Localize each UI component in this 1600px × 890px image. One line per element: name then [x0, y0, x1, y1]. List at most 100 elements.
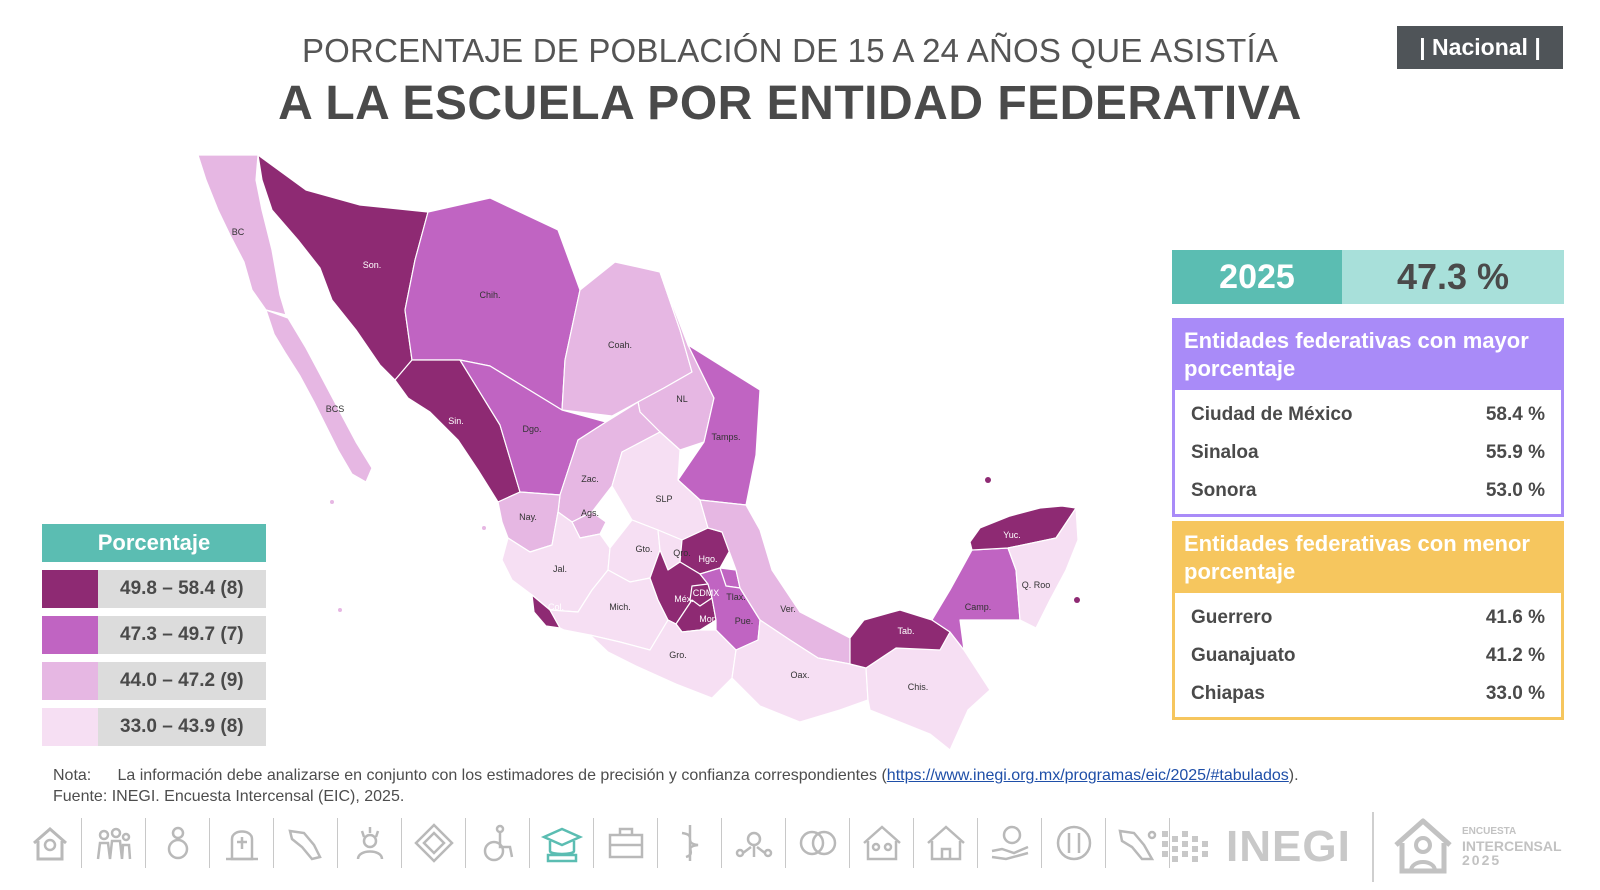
state-label: Gro.: [669, 650, 687, 660]
state-label: Oax.: [790, 670, 809, 680]
legend-label: 47.3 – 49.7 (7): [120, 624, 244, 645]
house-icon: [18, 818, 82, 868]
topic-icon-bar: [18, 818, 1170, 868]
summary-year: 2025: [1172, 250, 1342, 304]
legend-swatch: [42, 570, 98, 608]
entity-value: 41.6 %: [1485, 607, 1545, 628]
state-shape: [1007, 507, 1079, 629]
legend-label: 44.0 – 47.2 (9): [120, 670, 244, 691]
inegi-logo: INEGI: [1160, 822, 1351, 872]
legend-item: 44.0 – 47.2 (9): [42, 662, 266, 700]
location-icon: [722, 818, 786, 868]
ranking-row: Sonora 53.0 %: [1175, 472, 1561, 510]
legend-swatch: [42, 616, 98, 654]
bottom-entities-title: Entidades federativas con menor porcenta…: [1172, 521, 1564, 593]
tombstone-icon: [210, 818, 274, 868]
state-label: CDMX: [693, 588, 720, 598]
mexico-choropleth-map: BC BCS Son. Chih. Coah. NL Tamps. Sin. Dgo. Zac. S…: [197, 154, 1080, 750]
state-label: Gto.: [635, 544, 652, 554]
eic-line-3: 2025: [1462, 852, 1502, 868]
entity-name: Sonora: [1191, 480, 1257, 501]
ranking-row: Chiapas 33.0 %: [1175, 675, 1561, 713]
entity-name: Guerrero: [1191, 607, 1273, 628]
state-label: Jal.: [553, 564, 567, 574]
state-shape: [197, 154, 287, 316]
island-shape: [1074, 597, 1080, 603]
encuesta-intercensal-logo: ENCUESTA INTERCENSAL 2025: [1390, 815, 1562, 877]
map-people-icon: [1106, 818, 1170, 868]
nota-line: Nota: La información debe analizarse en …: [53, 765, 1299, 786]
inegi-dots-icon: [1162, 831, 1208, 862]
household-icon: [850, 818, 914, 868]
top-entities-title: Entidades federativas con mayor porcenta…: [1172, 318, 1564, 390]
state-label: Coah.: [608, 340, 632, 350]
state-label: Dgo.: [522, 424, 541, 434]
state-label: Camp.: [965, 602, 992, 612]
legend-title: Porcentaje: [42, 524, 266, 562]
state-label: NL: [676, 394, 688, 404]
state-shape: [849, 609, 951, 669]
health-icon: [658, 818, 722, 868]
notes: Nota: La información debe analizarse en …: [53, 765, 1299, 807]
island-shape: [985, 477, 991, 483]
ranking-row: Sinaloa 55.9 %: [1175, 434, 1561, 472]
ethnic-pattern-icon: [402, 818, 466, 868]
entity-value: 55.9 %: [1485, 442, 1545, 463]
state-label: Col.: [548, 602, 564, 612]
state-label: Sin.: [448, 416, 464, 426]
state-label: Chih.: [479, 290, 500, 300]
entity-value: 41.2 %: [1485, 645, 1545, 666]
eic-line-2: INTERCENSAL: [1462, 838, 1562, 854]
entity-value: 58.4 %: [1485, 404, 1545, 425]
state-label: Mich.: [609, 602, 631, 612]
ranking-row: Guerrero 41.6 %: [1175, 599, 1561, 637]
island-shape: [330, 500, 334, 504]
island-shape: [482, 526, 486, 530]
state-label: Son.: [363, 260, 382, 270]
state-label: Pue.: [735, 616, 754, 626]
fuente-text: INEGI. Encuesta Intercensal (EIC), 2025.: [111, 788, 405, 805]
scope-badge: | Nacional |: [1397, 26, 1563, 69]
state-shape: [531, 594, 561, 629]
state-label: Zac.: [581, 474, 599, 484]
ranking-row: Ciudad de México 58.4 %: [1175, 396, 1561, 434]
national-value: 47.3 %: [1342, 250, 1564, 304]
fuente-label: Fuente:: [53, 788, 108, 805]
ranking-row: Guanajuato 41.2 %: [1175, 637, 1561, 675]
eic-house-icon: [1394, 818, 1452, 874]
state-label: Tamps.: [711, 432, 740, 442]
legend-swatch: [42, 662, 98, 700]
state-label: Nay.: [519, 512, 537, 522]
state-label: Mor.: [699, 614, 717, 624]
entity-name: Ciudad de México: [1191, 404, 1353, 425]
fuente-line: Fuente: INEGI. Encuesta Intercensal (EIC…: [53, 786, 1299, 807]
home-icon: [914, 818, 978, 868]
legend-swatch: [42, 708, 98, 746]
legend-label: 49.8 – 58.4 (8): [120, 578, 244, 599]
disability-icon: [466, 818, 530, 868]
nota-end: ).: [1288, 767, 1299, 784]
money-hand-icon: [978, 818, 1042, 868]
state-shape: [589, 619, 737, 699]
entity-name: Sinaloa: [1191, 442, 1259, 463]
top-entities-box: Entidades federativas con mayor porcenta…: [1172, 318, 1564, 517]
entity-value: 33.0 %: [1485, 683, 1545, 704]
state-label: Hgo.: [698, 554, 717, 564]
legend-item: 49.8 – 58.4 (8): [42, 570, 266, 608]
state-label: BC: [232, 227, 245, 237]
state-shape: [257, 154, 429, 381]
tabulados-link[interactable]: https://www.inegi.org.mx/programas/eic/2…: [886, 767, 1289, 784]
state-label: Qro.: [673, 548, 691, 558]
legend-label: 33.0 – 43.9 (8): [120, 716, 244, 737]
migration-icon: [274, 818, 338, 868]
legend-item: 47.3 – 49.7 (7): [42, 616, 266, 654]
state-label: Q. Roo: [1022, 580, 1051, 590]
state-label: Tlax.: [726, 592, 746, 602]
state-label: SLP: [655, 494, 672, 504]
baby-icon: [146, 818, 210, 868]
work-icon: [594, 818, 658, 868]
marriage-rings-icon: [786, 818, 850, 868]
indigenous-icon: [338, 818, 402, 868]
family-icon: [82, 818, 146, 868]
legend: Porcentaje 49.8 – 58.4 (8) 47.3 – 49.7 (7…: [42, 524, 266, 746]
